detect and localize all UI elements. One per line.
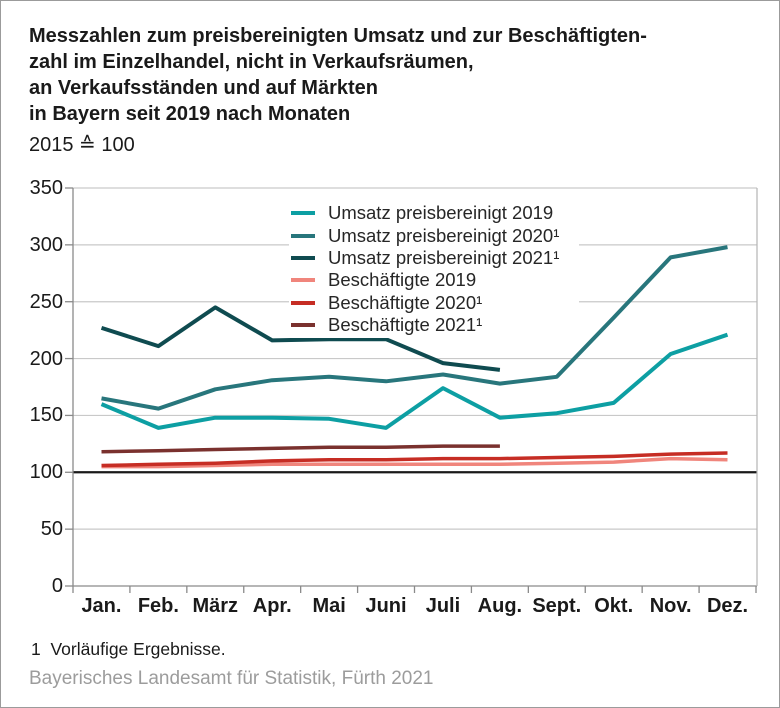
series-line xyxy=(101,444,500,454)
legend-color-swatch xyxy=(291,300,315,305)
x-axis-month-label: Juni xyxy=(365,595,407,617)
series-line xyxy=(101,456,728,469)
legend-item: Beschäftigte 2021¹ xyxy=(291,314,579,336)
legend-item-label: Umsatz preisbereinigt 2020¹ xyxy=(328,224,560,246)
y-axis-tick-label: 200 xyxy=(29,347,63,370)
legend-color-swatch xyxy=(291,211,315,216)
legend-item-label: Beschäftigte 2019 xyxy=(328,269,477,291)
legend-item: Umsatz preisbereinigt 2021¹ xyxy=(291,247,579,269)
series-line xyxy=(101,245,728,411)
y-axis-tick-label: 0 xyxy=(51,575,63,597)
x-axis-month-label: Aug. xyxy=(477,595,523,617)
legend-color-swatch xyxy=(291,255,315,260)
gridlines xyxy=(73,187,757,530)
axes xyxy=(65,187,758,593)
y-axis-tick-label: 300 xyxy=(29,233,63,256)
x-axis-month-label: März xyxy=(192,595,239,617)
series-line xyxy=(100,305,501,372)
y-axis-tick-label: 50 xyxy=(40,518,63,541)
legend-item-label: Beschäftigte 2021¹ xyxy=(328,314,483,336)
x-axis-month-label: Feb. xyxy=(137,595,179,617)
legend-item-label: Umsatz preisbereinigt 2021¹ xyxy=(328,246,560,268)
x-axis-month-label: Juli xyxy=(425,595,461,617)
legend-color-swatch xyxy=(291,278,315,283)
x-axis-month-label: Jan. xyxy=(81,595,122,617)
y-axis-tick-label: 350 xyxy=(29,177,63,199)
legend-item: Beschäftigte 2020¹ xyxy=(291,292,579,314)
source-attribution: Bayerisches Landesamt für Statistik, Für… xyxy=(29,668,434,689)
series-lines xyxy=(100,245,729,469)
legend-item-label: Umsatz preisbereinigt 2019 xyxy=(328,202,554,224)
legend-item: Umsatz preisbereinigt 2019 xyxy=(291,202,579,224)
x-axis-month-label: Nov. xyxy=(649,595,692,617)
x-axis-month-label: Mai xyxy=(312,595,346,617)
y-axis-tick-label: 250 xyxy=(29,290,63,313)
legend-item: Beschäftigte 2019 xyxy=(291,269,579,291)
chart-legend: Umsatz preisbereinigt 2019 Umsatz preisbe… xyxy=(289,201,579,339)
x-axis-month-label: Dez. xyxy=(706,595,749,617)
y-axis-tick-label: 150 xyxy=(29,404,63,427)
series-line xyxy=(100,332,729,430)
x-axis-month-label: Sept. xyxy=(532,595,582,617)
x-axis-month-label: Apr. xyxy=(252,595,292,617)
legend-color-swatch xyxy=(291,323,315,328)
chart-title: Messzahlen zum preisbereinigten Umsatz u… xyxy=(29,25,647,125)
chart-subtitle-index-base: 2015 ≙ 100 xyxy=(29,134,135,156)
x-axis-month-label: Okt. xyxy=(594,595,634,617)
legend-color-swatch xyxy=(291,233,315,238)
legend-item-label: Beschäftigte 2020¹ xyxy=(328,291,483,313)
legend-item: Umsatz preisbereinigt 2020¹ xyxy=(291,224,579,246)
y-axis-tick-label: 100 xyxy=(29,461,63,484)
footnote-preliminary-results: 1 Vorläufige Ergebnisse. xyxy=(31,639,226,659)
series-line xyxy=(101,451,728,468)
